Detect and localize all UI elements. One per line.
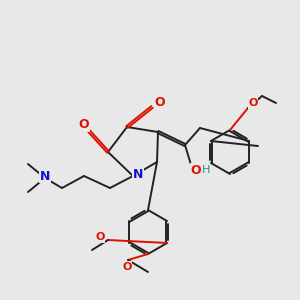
Text: O: O xyxy=(248,98,258,108)
Text: H: H xyxy=(202,165,210,175)
Text: O: O xyxy=(122,262,132,272)
Text: O: O xyxy=(155,97,165,110)
Text: N: N xyxy=(40,169,50,182)
Text: N: N xyxy=(133,169,143,182)
Text: O: O xyxy=(79,118,89,131)
Text: O: O xyxy=(95,232,105,242)
Text: O: O xyxy=(191,164,201,176)
